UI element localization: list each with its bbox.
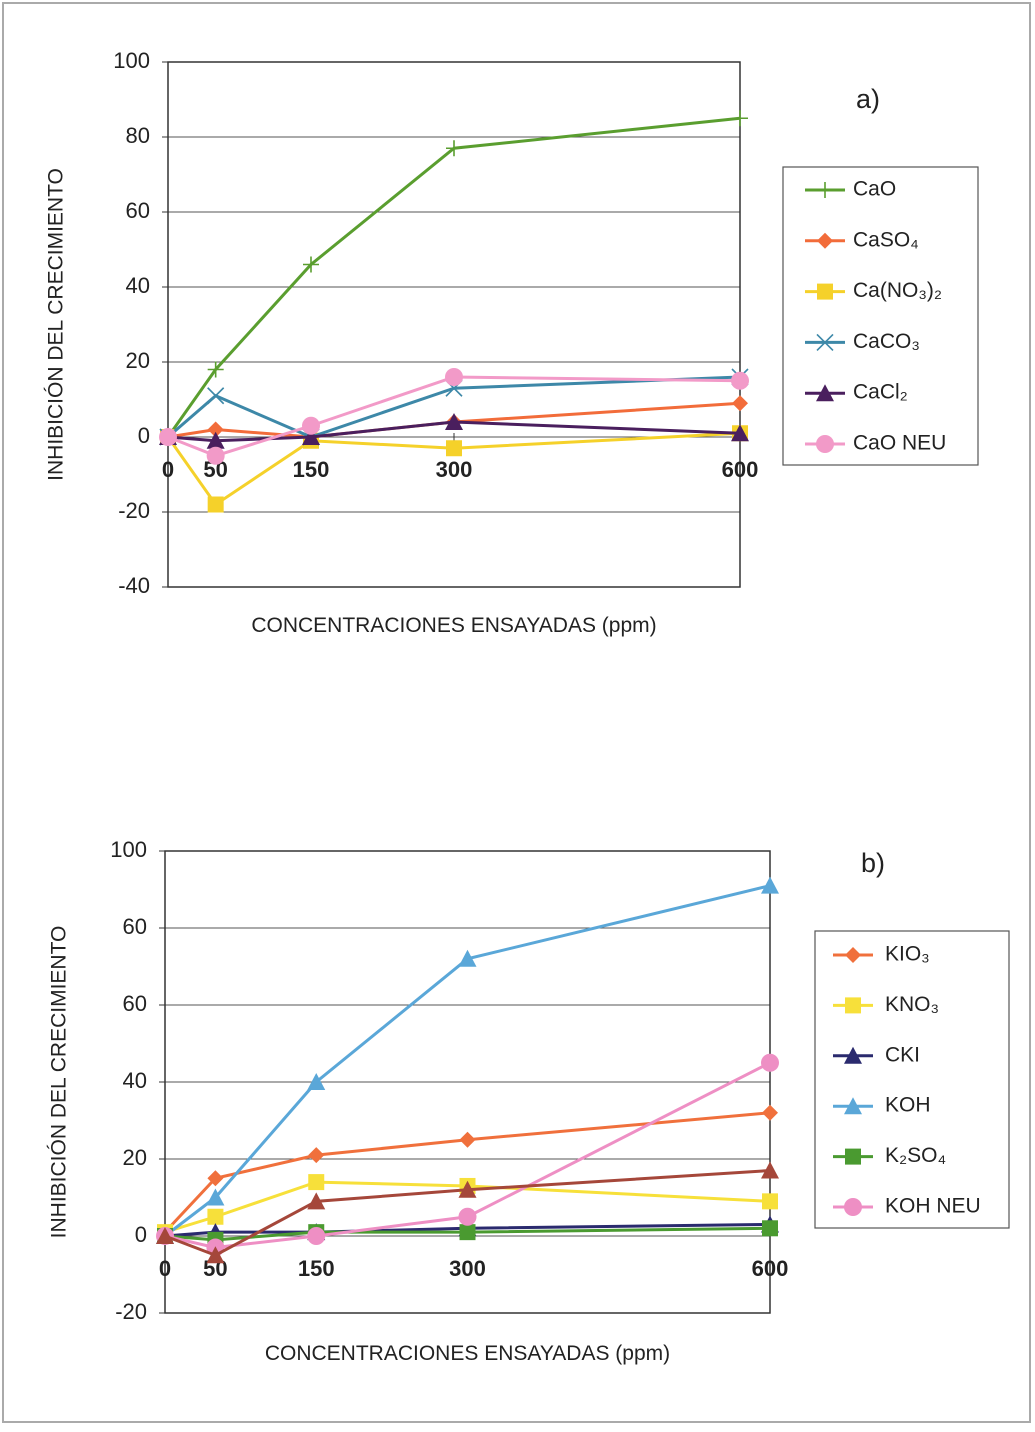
marker <box>732 395 748 412</box>
marker <box>816 384 834 402</box>
marker <box>761 876 779 894</box>
marker <box>731 424 749 442</box>
marker <box>459 1131 476 1148</box>
marker <box>308 1174 325 1191</box>
legend-label: K₂SO₄ <box>885 1144 946 1167</box>
y-tick-label: 0 <box>138 423 150 448</box>
y-tick-label: 20 <box>126 348 150 373</box>
y-axis-title: INHIBICIÓN DEL CRECIMIENTO <box>48 926 71 1239</box>
y-tick-label: 40 <box>123 1068 147 1093</box>
marker <box>156 1227 174 1244</box>
panel-label: b) <box>861 848 885 878</box>
marker <box>445 368 463 386</box>
x-tick-label: 300 <box>436 457 473 482</box>
marker <box>445 413 463 430</box>
marker <box>458 949 477 967</box>
marker <box>207 1170 224 1187</box>
legend-label: CaSO₄ <box>853 228 919 251</box>
y-tick-label: 60 <box>123 914 147 939</box>
marker <box>761 1161 779 1179</box>
marker <box>845 947 861 963</box>
y-tick-label: 20 <box>123 1145 147 1170</box>
marker <box>817 283 833 300</box>
x-tick-label: 600 <box>752 1256 789 1281</box>
legend-label: Ca(NO₃)₂ <box>853 279 942 302</box>
marker <box>206 431 225 449</box>
marker <box>761 1053 779 1072</box>
legend-label: CaCO₃ <box>853 330 920 353</box>
y-tick-label: 40 <box>126 273 150 298</box>
legend-label: KOH <box>885 1094 931 1117</box>
y-tick-label: 60 <box>123 991 147 1016</box>
marker <box>816 333 834 351</box>
y-tick-label: -20 <box>118 498 150 523</box>
marker <box>302 416 320 435</box>
marker <box>458 1207 477 1226</box>
legend-label: KNO₃ <box>885 993 939 1016</box>
marker <box>816 435 834 453</box>
legend-label: CaCl₂ <box>853 381 908 404</box>
plot-border <box>164 850 771 1314</box>
marker <box>844 1198 862 1216</box>
marker <box>206 446 225 465</box>
legend-label: KOH NEU <box>885 1195 981 1218</box>
legend-label: CaO NEU <box>853 432 946 455</box>
x-tick-label: 0 <box>159 1256 171 1281</box>
marker <box>307 1192 326 1210</box>
marker <box>446 440 462 457</box>
y-tick-label: 100 <box>110 837 147 862</box>
marker <box>446 140 462 157</box>
x-tick-label: 300 <box>449 1256 486 1281</box>
marker <box>206 1246 225 1264</box>
y-tick-label: -20 <box>115 1299 147 1324</box>
marker <box>845 1148 861 1165</box>
marker <box>844 1046 862 1064</box>
legend-label: CKI <box>885 1043 920 1066</box>
marker <box>302 428 320 445</box>
marker <box>762 1104 778 1121</box>
marker <box>307 1073 326 1090</box>
marker <box>303 256 319 273</box>
marker <box>207 496 224 513</box>
marker <box>459 1224 476 1241</box>
legend-label: CaO <box>853 178 896 201</box>
marker <box>845 997 861 1014</box>
legend-box <box>782 166 979 466</box>
x-tick-label: 0 <box>162 457 174 482</box>
panel-label: a) <box>856 84 880 114</box>
legend-label: KIO₃ <box>885 943 930 966</box>
marker <box>159 428 177 446</box>
marker <box>732 110 748 127</box>
marker <box>307 1227 326 1245</box>
marker <box>308 1147 325 1164</box>
marker <box>731 371 749 390</box>
x-axis-title: CONCENTRACIONES ENSAYADAS (ppm) <box>251 614 656 637</box>
marker <box>844 1097 862 1115</box>
y-tick-label: 60 <box>126 198 150 223</box>
y-tick-label: 80 <box>126 123 150 148</box>
x-tick-label: 600 <box>722 457 759 482</box>
x-axis-title: CONCENTRACIONES ENSAYADAS (ppm) <box>265 1342 670 1365</box>
y-tick-label: 100 <box>113 48 150 73</box>
x-tick-label: 150 <box>298 1256 335 1281</box>
marker <box>817 232 833 249</box>
marker <box>817 182 833 198</box>
marker <box>207 361 224 378</box>
marker <box>207 421 224 438</box>
marker <box>207 387 225 405</box>
y-axis-title: INHIBICIÓN DEL CRECIMIENTO <box>45 168 68 481</box>
marker <box>458 1180 477 1198</box>
marker <box>762 1220 778 1237</box>
marker <box>762 1193 778 1210</box>
legend-box <box>814 930 1010 1229</box>
y-tick-label: 0 <box>135 1222 147 1247</box>
plot-border <box>167 61 741 588</box>
y-tick-label: -40 <box>118 573 150 598</box>
marker <box>207 1208 224 1225</box>
marker <box>206 1188 225 1206</box>
x-tick-label: 150 <box>293 457 330 482</box>
